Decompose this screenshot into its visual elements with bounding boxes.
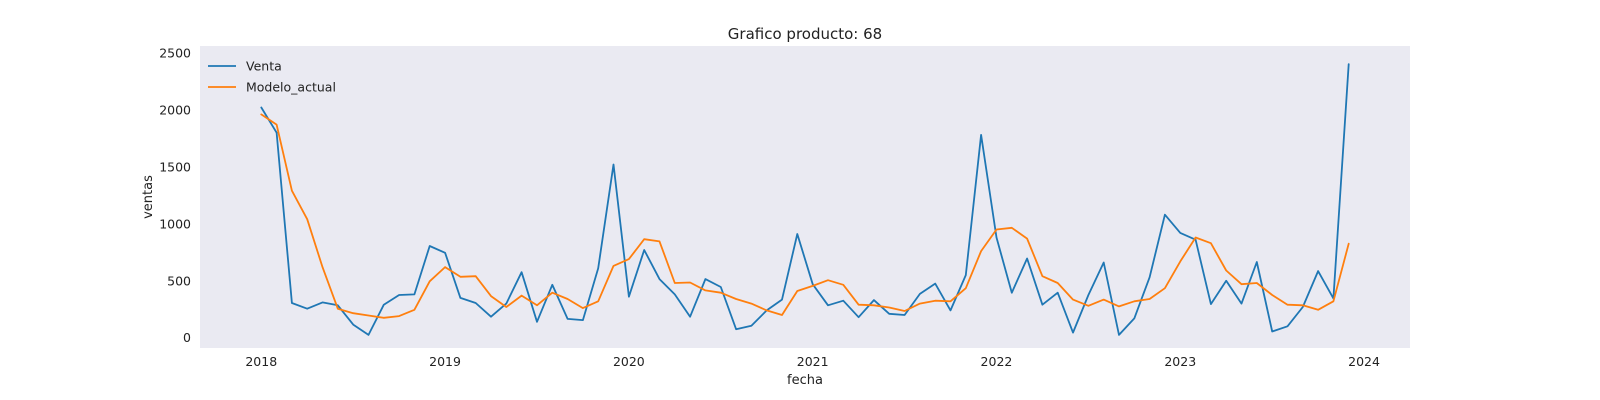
plot-area xyxy=(200,46,1410,348)
x-tick-label: 2019 xyxy=(429,354,461,369)
x-tick-label: 2021 xyxy=(797,354,829,369)
y-tick-label: 500 xyxy=(167,273,191,288)
y-axis-ticks: 0 500 1000 1500 2000 2500 xyxy=(159,45,191,345)
legend-label: Modelo_actual xyxy=(246,80,336,95)
y-tick-label: 2500 xyxy=(159,45,191,60)
series-group xyxy=(260,63,1350,336)
y-tick-label: 2000 xyxy=(159,102,191,117)
x-axis-ticks: 2018 2019 2020 2021 2022 2023 2024 xyxy=(245,354,1380,369)
x-tick-label: 2024 xyxy=(1348,354,1380,369)
y-tick-label: 1500 xyxy=(159,159,191,174)
y-tick-label: 0 xyxy=(183,330,191,345)
series-line-modelo-actual xyxy=(260,113,1350,319)
legend: Venta Modelo_actual xyxy=(208,59,336,95)
y-tick-label: 1000 xyxy=(159,216,191,231)
x-tick-label: 2022 xyxy=(981,354,1013,369)
x-axis-label: fecha xyxy=(787,373,823,388)
y-axis-label: ventas xyxy=(141,175,156,219)
series-line-venta xyxy=(260,63,1350,336)
chart-title: Grafico producto: 68 xyxy=(728,25,882,43)
x-tick-label: 2020 xyxy=(613,354,645,369)
x-tick-label: 2023 xyxy=(1164,354,1196,369)
legend-label: Venta xyxy=(246,59,282,74)
x-tick-label: 2018 xyxy=(245,354,277,369)
